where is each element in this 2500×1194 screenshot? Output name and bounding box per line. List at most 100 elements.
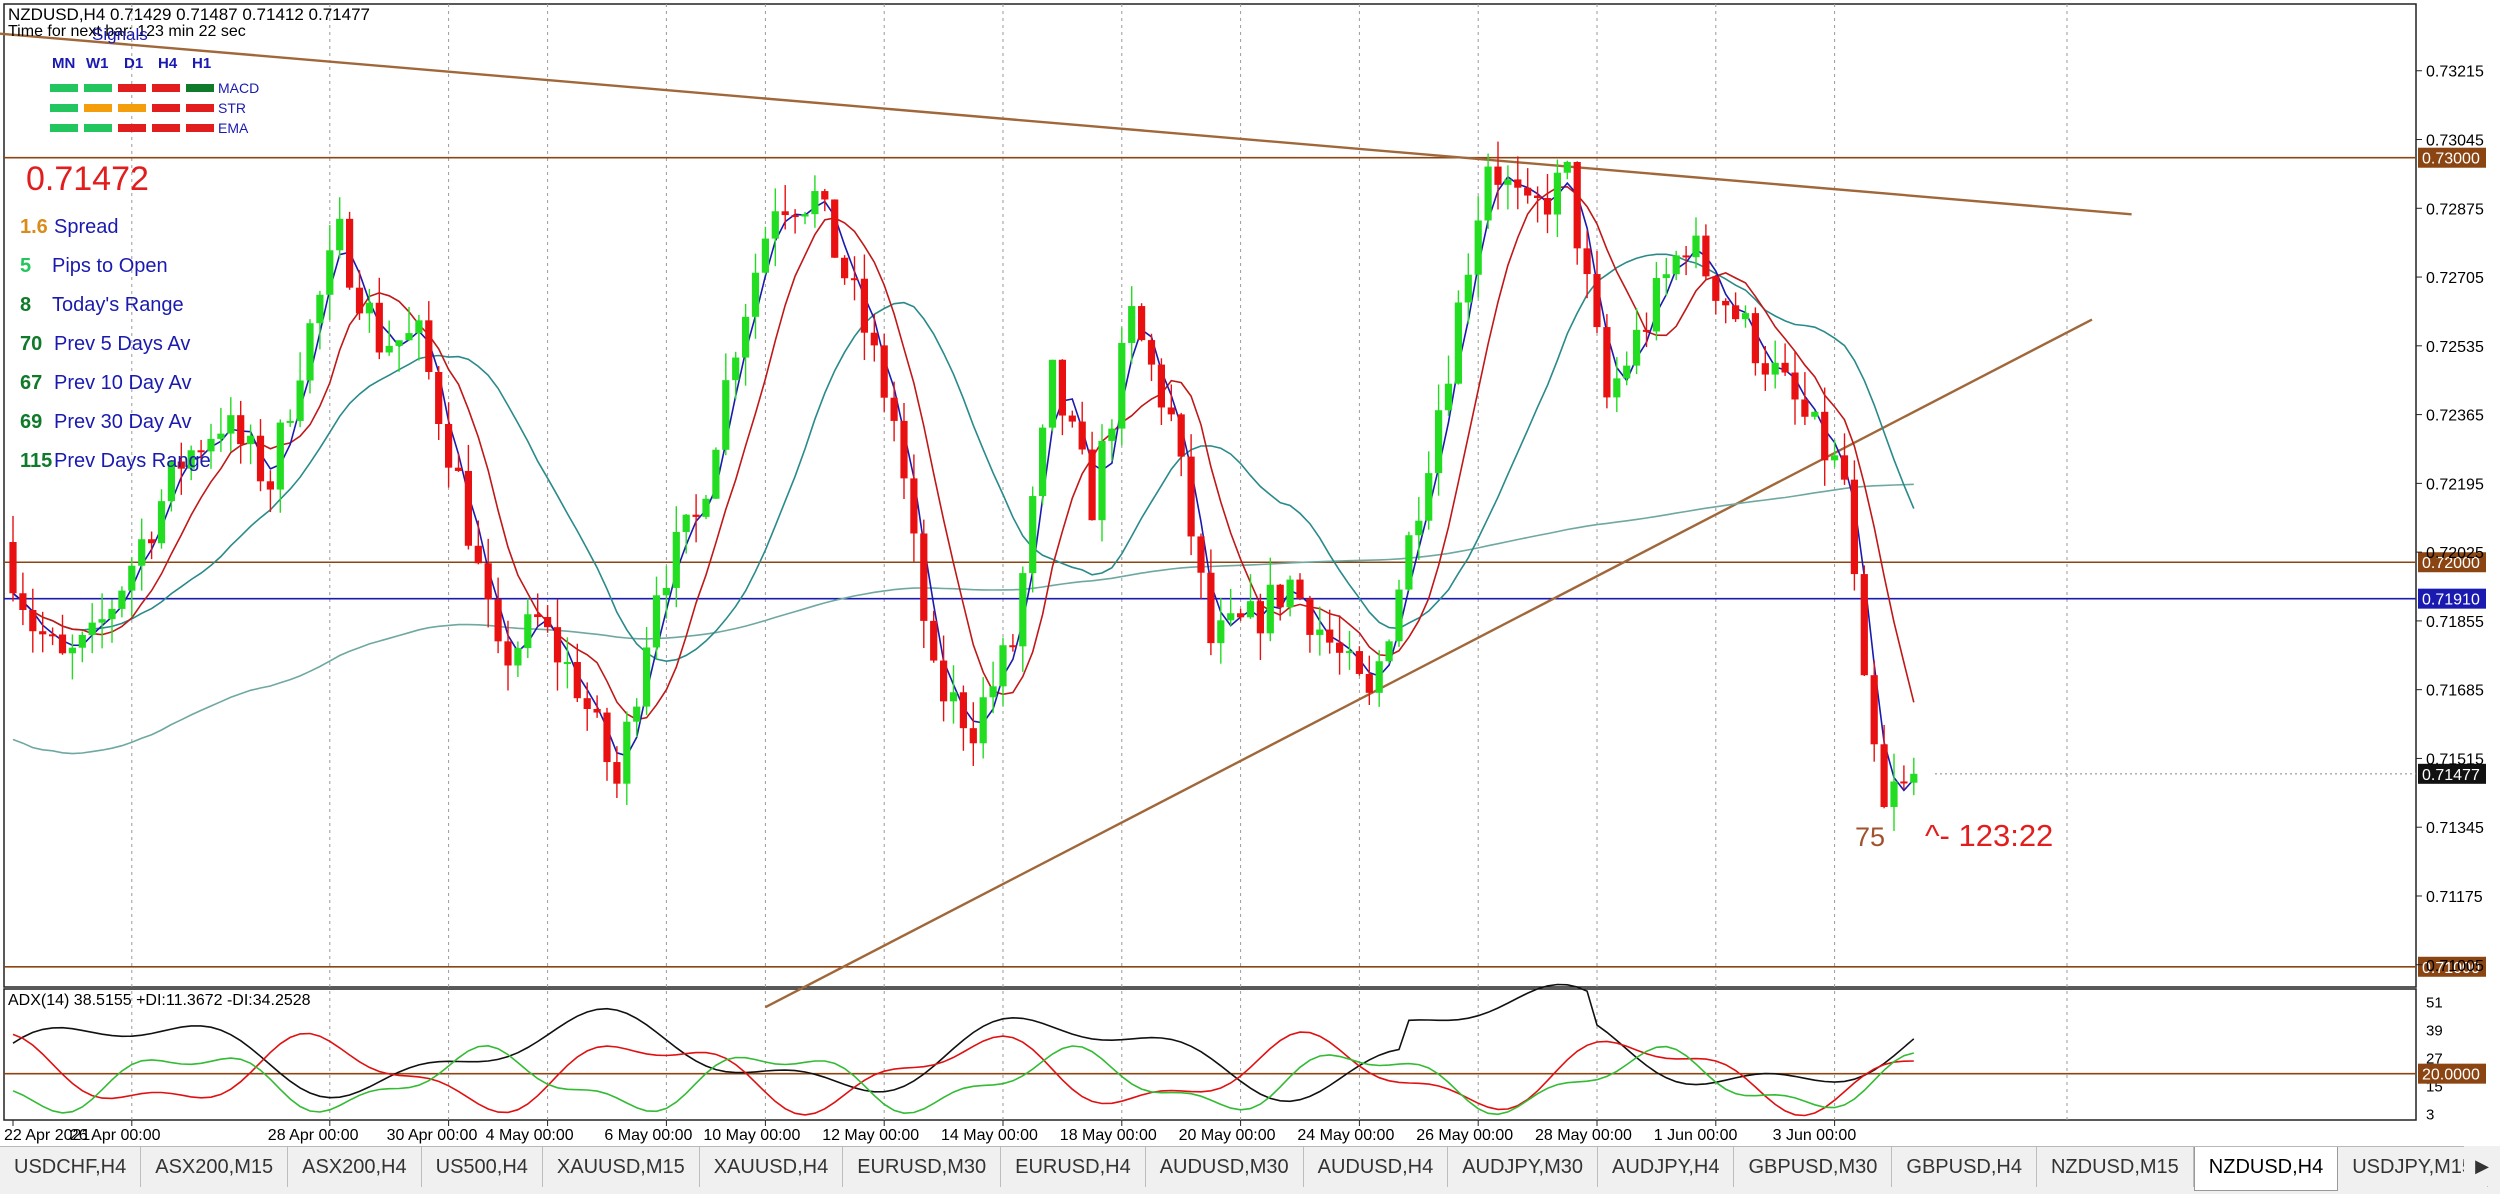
signals-title: Signals [92,25,148,44]
candle-body [1355,651,1363,674]
candle-body [880,345,888,398]
candle-body [504,641,512,666]
candle-body [58,634,67,654]
candle-body [633,706,641,722]
candle-body [563,662,571,665]
candle-body [1593,274,1601,328]
candle-body [1246,601,1255,618]
price-axis-tick: 0.72875 [2426,201,2484,218]
tab-audusd-m30[interactable]: AUDUSD,M30 [1146,1147,1304,1187]
tab-xauusd-m15[interactable]: XAUUSD,M15 [543,1147,700,1187]
candle-body [722,380,730,450]
candle-body [1187,456,1195,537]
candle-body [19,593,27,611]
candle-body [1761,363,1769,375]
candle-body [1019,573,1027,647]
time-axis-label: 28 May 00:00 [1535,1127,1632,1144]
candle-body [870,332,878,346]
candle-body [346,218,354,288]
candle-body [286,420,294,423]
candle-body [1435,410,1443,474]
adx-series-line [12,983,1915,1103]
tab-scroll-right-icon[interactable]: ▶ [2464,1146,2500,1186]
candle-body [1692,235,1700,258]
tab-usdchf-h4[interactable]: USDCHF,H4 [0,1147,142,1187]
candle-body [910,478,918,534]
tab-asx200-h4[interactable]: ASX200,H4 [288,1147,422,1187]
candle-body [1524,187,1532,196]
tab-us500-h4[interactable]: US500,H4 [422,1147,543,1187]
chart-symbol-header: NZDUSD,H4 0.71429 0.71487 0.71412 0.7147… [8,5,370,24]
signal-timeframe-label: H4 [158,55,178,72]
tab-eurusd-m30[interactable]: EURUSD,M30 [843,1147,1002,1187]
current-price-tag [2418,763,2486,784]
time-axis-label: 4 May 00:00 [486,1127,574,1144]
candle-body [920,533,928,621]
time-axis-label: 1 Jun 00:00 [1654,1127,1738,1144]
price-axis-tick: 0.72025 [2426,545,2484,562]
candle-body [1464,274,1472,303]
candle-body [1425,473,1433,521]
price-level-tag [2418,588,2486,609]
candle-body [266,481,274,490]
tab-gbpusd-h4[interactable]: GBPUSD,H4 [1892,1147,2037,1187]
candle-body [702,498,710,517]
candle-body [890,397,898,421]
price-level-label: 0.72000 [2422,555,2480,572]
candle-body [247,435,255,445]
candle-body [1850,479,1858,575]
signal-indicator [152,124,180,132]
tab-nzdusd-m15[interactable]: NZDUSD,M15 [2037,1147,2194,1187]
stat-label: Prev 5 Days Av [54,333,190,355]
tab-asx200-m15[interactable]: ASX200,M15 [141,1147,289,1187]
candle-body [930,620,938,661]
tab-eurusd-h4[interactable]: EURUSD,H4 [1001,1147,1146,1187]
signal-indicator [50,124,78,132]
candle-body [1029,496,1037,574]
stat-label: Pips to Open [52,255,168,277]
adx-axis-tick: 27 [2426,1050,2443,1067]
current-price-label: 0.71477 [2422,767,2480,784]
candle-body [1108,428,1116,441]
candle-body [1652,278,1660,332]
candle-body [1167,407,1175,415]
candle-body [1722,300,1730,306]
candle-body [1662,274,1670,279]
candle-body [445,424,453,468]
signal-indicator [84,84,112,92]
signal-indicator [152,84,180,92]
trendline [0,32,2132,216]
tab-audusd-h4[interactable]: AUDUSD,H4 [1304,1147,1449,1187]
stat-value: 69 [20,411,42,433]
candle-body [454,467,463,471]
adx-panel-frame [3,988,2417,1121]
candle-body [415,320,423,334]
candle-body [138,539,146,566]
price-chart[interactable]: 0.73000 0.72000 0.71910 0.71000 0.71477 51 39… [0,0,2500,1146]
price-axis-tick: 0.72195 [2426,476,2484,493]
candle-body [1058,359,1066,416]
candle-body [1177,414,1185,457]
tab-audjpy-m30[interactable]: AUDJPY,M30 [1448,1147,1598,1187]
candle-body [1276,584,1284,608]
stat-value: 115 [20,450,52,472]
candle-body [98,619,106,623]
signal-indicator [118,104,146,112]
tab-xauusd-h4[interactable]: XAUUSD,H4 [700,1147,844,1187]
tab-audjpy-h4[interactable]: AUDJPY,H4 [1598,1147,1735,1187]
price-axis-tick: 0.72705 [2426,270,2484,287]
tab-gbpusd-m30[interactable]: GBPUSD,M30 [1734,1147,1893,1187]
candle-body [355,287,364,314]
candle-body [969,728,977,744]
candle-body [544,617,552,628]
signal-row-label: STR [218,100,246,116]
candle-body [1623,365,1631,379]
tab-nzdusd-h4[interactable]: NZDUSD,H4 [2193,1147,2339,1191]
candle-body [613,762,621,784]
candle-body [157,501,166,544]
candle-body [177,461,185,469]
signal-indicator [118,84,146,92]
candle-body [1336,642,1344,653]
price-axis-tick: 0.71685 [2426,683,2484,700]
candle-body [395,340,403,346]
